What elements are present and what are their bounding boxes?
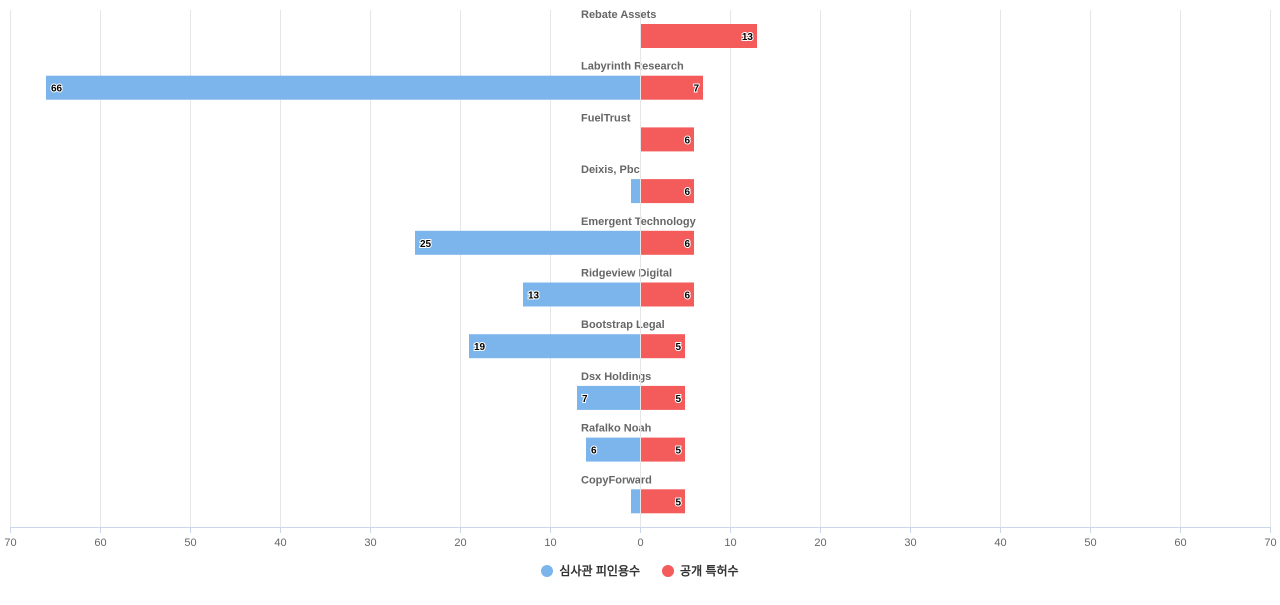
- category-label-4: Emergent Technology: [581, 216, 697, 228]
- category-label-7: Dsx Holdings: [581, 371, 651, 383]
- bar-patents-2: [640, 127, 694, 152]
- data-label-patents-2: 6: [684, 135, 690, 146]
- data-label-patents-8: 5: [675, 446, 681, 457]
- bar-citations-3: [631, 179, 640, 204]
- data-label-citations-8: 6: [591, 446, 597, 457]
- x-tick-label-5: 20: [454, 537, 466, 549]
- bar-citations-8: [586, 437, 640, 462]
- x-tick-label-14: 70: [1264, 537, 1276, 549]
- bar-patents-9: [640, 489, 685, 514]
- data-label-patents-9: 5: [675, 497, 681, 508]
- x-tick-label-13: 60: [1174, 537, 1186, 549]
- category-label-8: Rafalko Noah: [581, 423, 652, 435]
- data-label-citations-5: 13: [528, 291, 540, 302]
- data-label-patents-4: 6: [684, 239, 690, 250]
- bar-patents-4: [640, 230, 694, 255]
- category-label-5: Ridgeview Digital: [581, 268, 672, 280]
- bar-patents-6: [640, 334, 685, 359]
- x-tick-label-1: 60: [94, 537, 106, 549]
- legend-item-citations[interactable]: 심사관 피인용수: [541, 562, 640, 579]
- x-tick-label-4: 30: [364, 537, 376, 549]
- x-tick-label-7: 0: [637, 537, 643, 549]
- legend-item-patents[interactable]: 공개 특허수: [662, 562, 739, 579]
- legend-dot-patents: [662, 564, 675, 577]
- category-label-3: Deixis, Pbc: [581, 164, 640, 176]
- data-label-citations-1: 66: [51, 84, 63, 95]
- category-label-2: FuelTrust: [581, 112, 631, 124]
- x-tick-label-10: 30: [904, 537, 916, 549]
- data-label-patents-5: 6: [684, 291, 690, 302]
- x-tick-label-11: 40: [994, 537, 1006, 549]
- data-label-patents-6: 5: [675, 342, 681, 353]
- data-label-patents-7: 5: [675, 394, 681, 405]
- x-tick-label-0: 70: [4, 537, 16, 549]
- legend-label-patents: 공개 특허수: [680, 564, 739, 578]
- category-label-1: Labyrinth Research: [581, 61, 684, 73]
- bar-citations-4: [415, 230, 640, 255]
- x-tick-label-6: 10: [544, 537, 556, 549]
- bar-citations-5: [523, 282, 640, 307]
- category-label-6: Bootstrap Legal: [581, 319, 665, 331]
- bar-patents-3: [640, 179, 694, 204]
- bar-citations-7: [577, 385, 640, 410]
- x-tick-label-9: 20: [814, 537, 826, 549]
- x-tick-label-8: 10: [724, 537, 736, 549]
- legend-label-citations: 심사관 피인용수: [559, 564, 641, 578]
- bar-patents-8: [640, 437, 685, 462]
- data-label-citations-6: 19: [474, 342, 486, 353]
- data-label-citations-4: 25: [420, 239, 432, 250]
- data-label-patents-1: 7: [693, 84, 699, 95]
- legend: 심사관 피인용수 공개 특허수: [0, 562, 1280, 579]
- category-label-9: CopyForward: [581, 474, 652, 486]
- data-label-patents-0: 13: [742, 32, 754, 43]
- category-label-0: Rebate Assets: [581, 9, 656, 21]
- bar-patents-1: [640, 75, 703, 100]
- bar-citations-9: [631, 489, 640, 514]
- bar-patents-0: [640, 24, 757, 48]
- data-label-citations-7: 7: [582, 394, 588, 405]
- x-tick-label-12: 50: [1084, 537, 1096, 549]
- bar-patents-5: [640, 282, 694, 307]
- bar-patents-7: [640, 385, 685, 410]
- bar-citations-6: [469, 334, 640, 359]
- bar-citations-1: [46, 75, 640, 100]
- data-label-patents-3: 6: [684, 187, 690, 198]
- x-tick-label-2: 50: [184, 537, 196, 549]
- legend-dot-citations: [541, 564, 554, 577]
- x-tick-label-3: 40: [274, 537, 286, 549]
